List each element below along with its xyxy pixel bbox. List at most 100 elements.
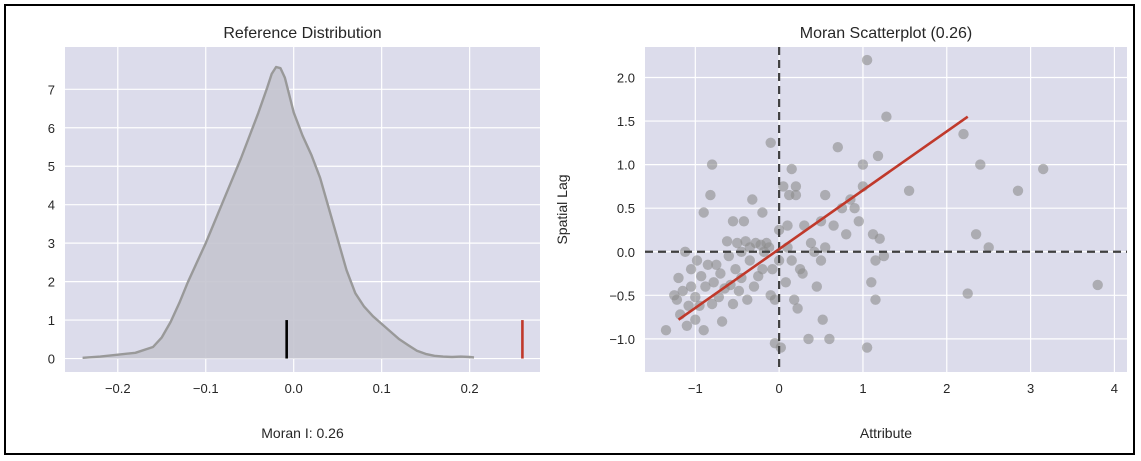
scatter-point xyxy=(698,325,709,336)
scatter-point xyxy=(958,128,969,140)
x-tick-label: −0.2 xyxy=(105,381,131,396)
scatter-point xyxy=(757,264,768,275)
scatter-point xyxy=(690,291,701,303)
y-tick-label: 0.0 xyxy=(617,245,635,260)
y-tick-label: 2 xyxy=(48,275,55,290)
scatter-point xyxy=(705,189,716,201)
y-tick-label: 1.5 xyxy=(617,114,635,129)
y-tick-label: 0 xyxy=(48,352,55,367)
scatter-point xyxy=(698,207,709,218)
reference-distribution-panel: −0.2 −0.1 0.0 0.1 0.2 0 1 2 3 4 5 6 7 Reference Dis… xyxy=(48,25,540,441)
y-tick-label: −1.0 xyxy=(609,332,635,347)
scatter-point xyxy=(903,185,915,196)
scatter-point xyxy=(789,294,800,305)
scatter-point xyxy=(778,181,789,192)
scatter-point xyxy=(841,229,852,240)
y-tick-label: 1.0 xyxy=(617,158,635,173)
scatter-point xyxy=(1038,163,1049,175)
scatter-point xyxy=(803,333,814,345)
x-axis-label-right: Attribute xyxy=(860,425,912,441)
y-tick-label: 3 xyxy=(48,236,55,251)
scatter-point xyxy=(790,189,802,201)
scatter-point xyxy=(690,314,701,325)
scatter-point xyxy=(962,288,973,299)
scatter-point xyxy=(820,189,831,201)
scatter-point xyxy=(683,300,694,311)
scatter-point xyxy=(820,242,831,253)
scatter-point xyxy=(780,277,791,288)
y-tick-label: 4 xyxy=(48,198,55,213)
scatter-point xyxy=(792,303,803,314)
scatter-point xyxy=(786,255,797,266)
scatter-point xyxy=(702,259,714,270)
scatter-point xyxy=(738,216,750,227)
x-tick-label: −0.1 xyxy=(193,381,219,396)
x-tick-labels-right: −1 0 1 2 3 4 xyxy=(688,381,1118,396)
scatter-point xyxy=(786,163,797,175)
scatter-point xyxy=(742,294,753,305)
x-tick-label: 0.0 xyxy=(285,381,303,396)
x-tick-label: 3 xyxy=(1027,381,1034,396)
scatter-point xyxy=(716,316,728,327)
scatter-point xyxy=(857,159,869,170)
scatter-point xyxy=(696,271,707,282)
scatter-marks xyxy=(645,47,1127,372)
y-tick-label: 1 xyxy=(48,313,55,328)
scatter-point xyxy=(828,220,839,231)
scatter-point xyxy=(870,294,881,305)
x-tick-label: 4 xyxy=(1111,381,1118,396)
x-tick-label: 1 xyxy=(859,381,866,396)
scatter-point xyxy=(870,255,881,266)
scatter-point xyxy=(975,159,986,170)
kde-curve xyxy=(82,65,475,359)
y-tick-label: 5 xyxy=(48,159,55,174)
scatter-point xyxy=(715,268,726,279)
scatter-point xyxy=(983,242,994,253)
moran-scatterplot-panel: −1 0 1 2 3 4 −1.0 −0.5 0.0 0.5 1.0 1.5 2.0 Moran Sc… xyxy=(554,25,1127,441)
scatter-point xyxy=(706,298,718,310)
scatter-point xyxy=(881,111,892,122)
scatter-point xyxy=(685,264,697,275)
x-tick-label: 2 xyxy=(943,381,950,396)
scatter-point xyxy=(708,277,719,288)
chart-title-left: Reference Distribution xyxy=(223,25,381,42)
scatter-point xyxy=(861,342,873,353)
y-tick-label: −0.5 xyxy=(609,288,635,303)
scatter-point xyxy=(730,264,741,275)
scatter-point xyxy=(711,259,722,270)
scatter-point xyxy=(790,181,802,192)
scatter-point xyxy=(853,216,864,227)
scatter-point xyxy=(970,229,982,240)
kde-area xyxy=(82,67,474,359)
scatter-point xyxy=(660,325,672,336)
scatter-point xyxy=(769,294,781,305)
y-tick-labels-left: 0 1 2 3 4 5 6 7 xyxy=(48,82,55,366)
x-tick-label: −1 xyxy=(688,381,703,396)
scatter-point xyxy=(763,242,775,253)
scatter-point xyxy=(723,250,734,262)
scatter-point xyxy=(757,207,768,218)
scatter-point xyxy=(732,237,743,249)
scatter-point xyxy=(874,233,885,244)
scatter-point xyxy=(671,294,683,305)
scatter-point xyxy=(832,142,843,153)
scatter-point xyxy=(861,54,873,66)
scatter-point xyxy=(872,150,884,162)
scatter-point xyxy=(1012,185,1024,196)
scatter-point xyxy=(1092,279,1103,291)
scatter-point xyxy=(727,298,739,310)
scatter-point xyxy=(681,320,693,331)
scatter-point xyxy=(805,237,817,249)
y-tick-label: 0.5 xyxy=(617,201,635,216)
scatter-point xyxy=(765,137,776,148)
scatter-point xyxy=(824,333,835,345)
x-axis-label-left: Moran I: 0.26 xyxy=(261,425,344,441)
scatter-point xyxy=(691,255,703,266)
scatter-point xyxy=(817,314,828,325)
scatter-point xyxy=(797,268,808,279)
x-tick-labels-left: −0.2 −0.1 0.0 0.1 0.2 xyxy=(105,381,479,396)
y-tick-label: 7 xyxy=(48,82,55,97)
scatter-point xyxy=(733,285,745,297)
scatter-point xyxy=(721,236,733,247)
scatter-point xyxy=(673,272,684,284)
